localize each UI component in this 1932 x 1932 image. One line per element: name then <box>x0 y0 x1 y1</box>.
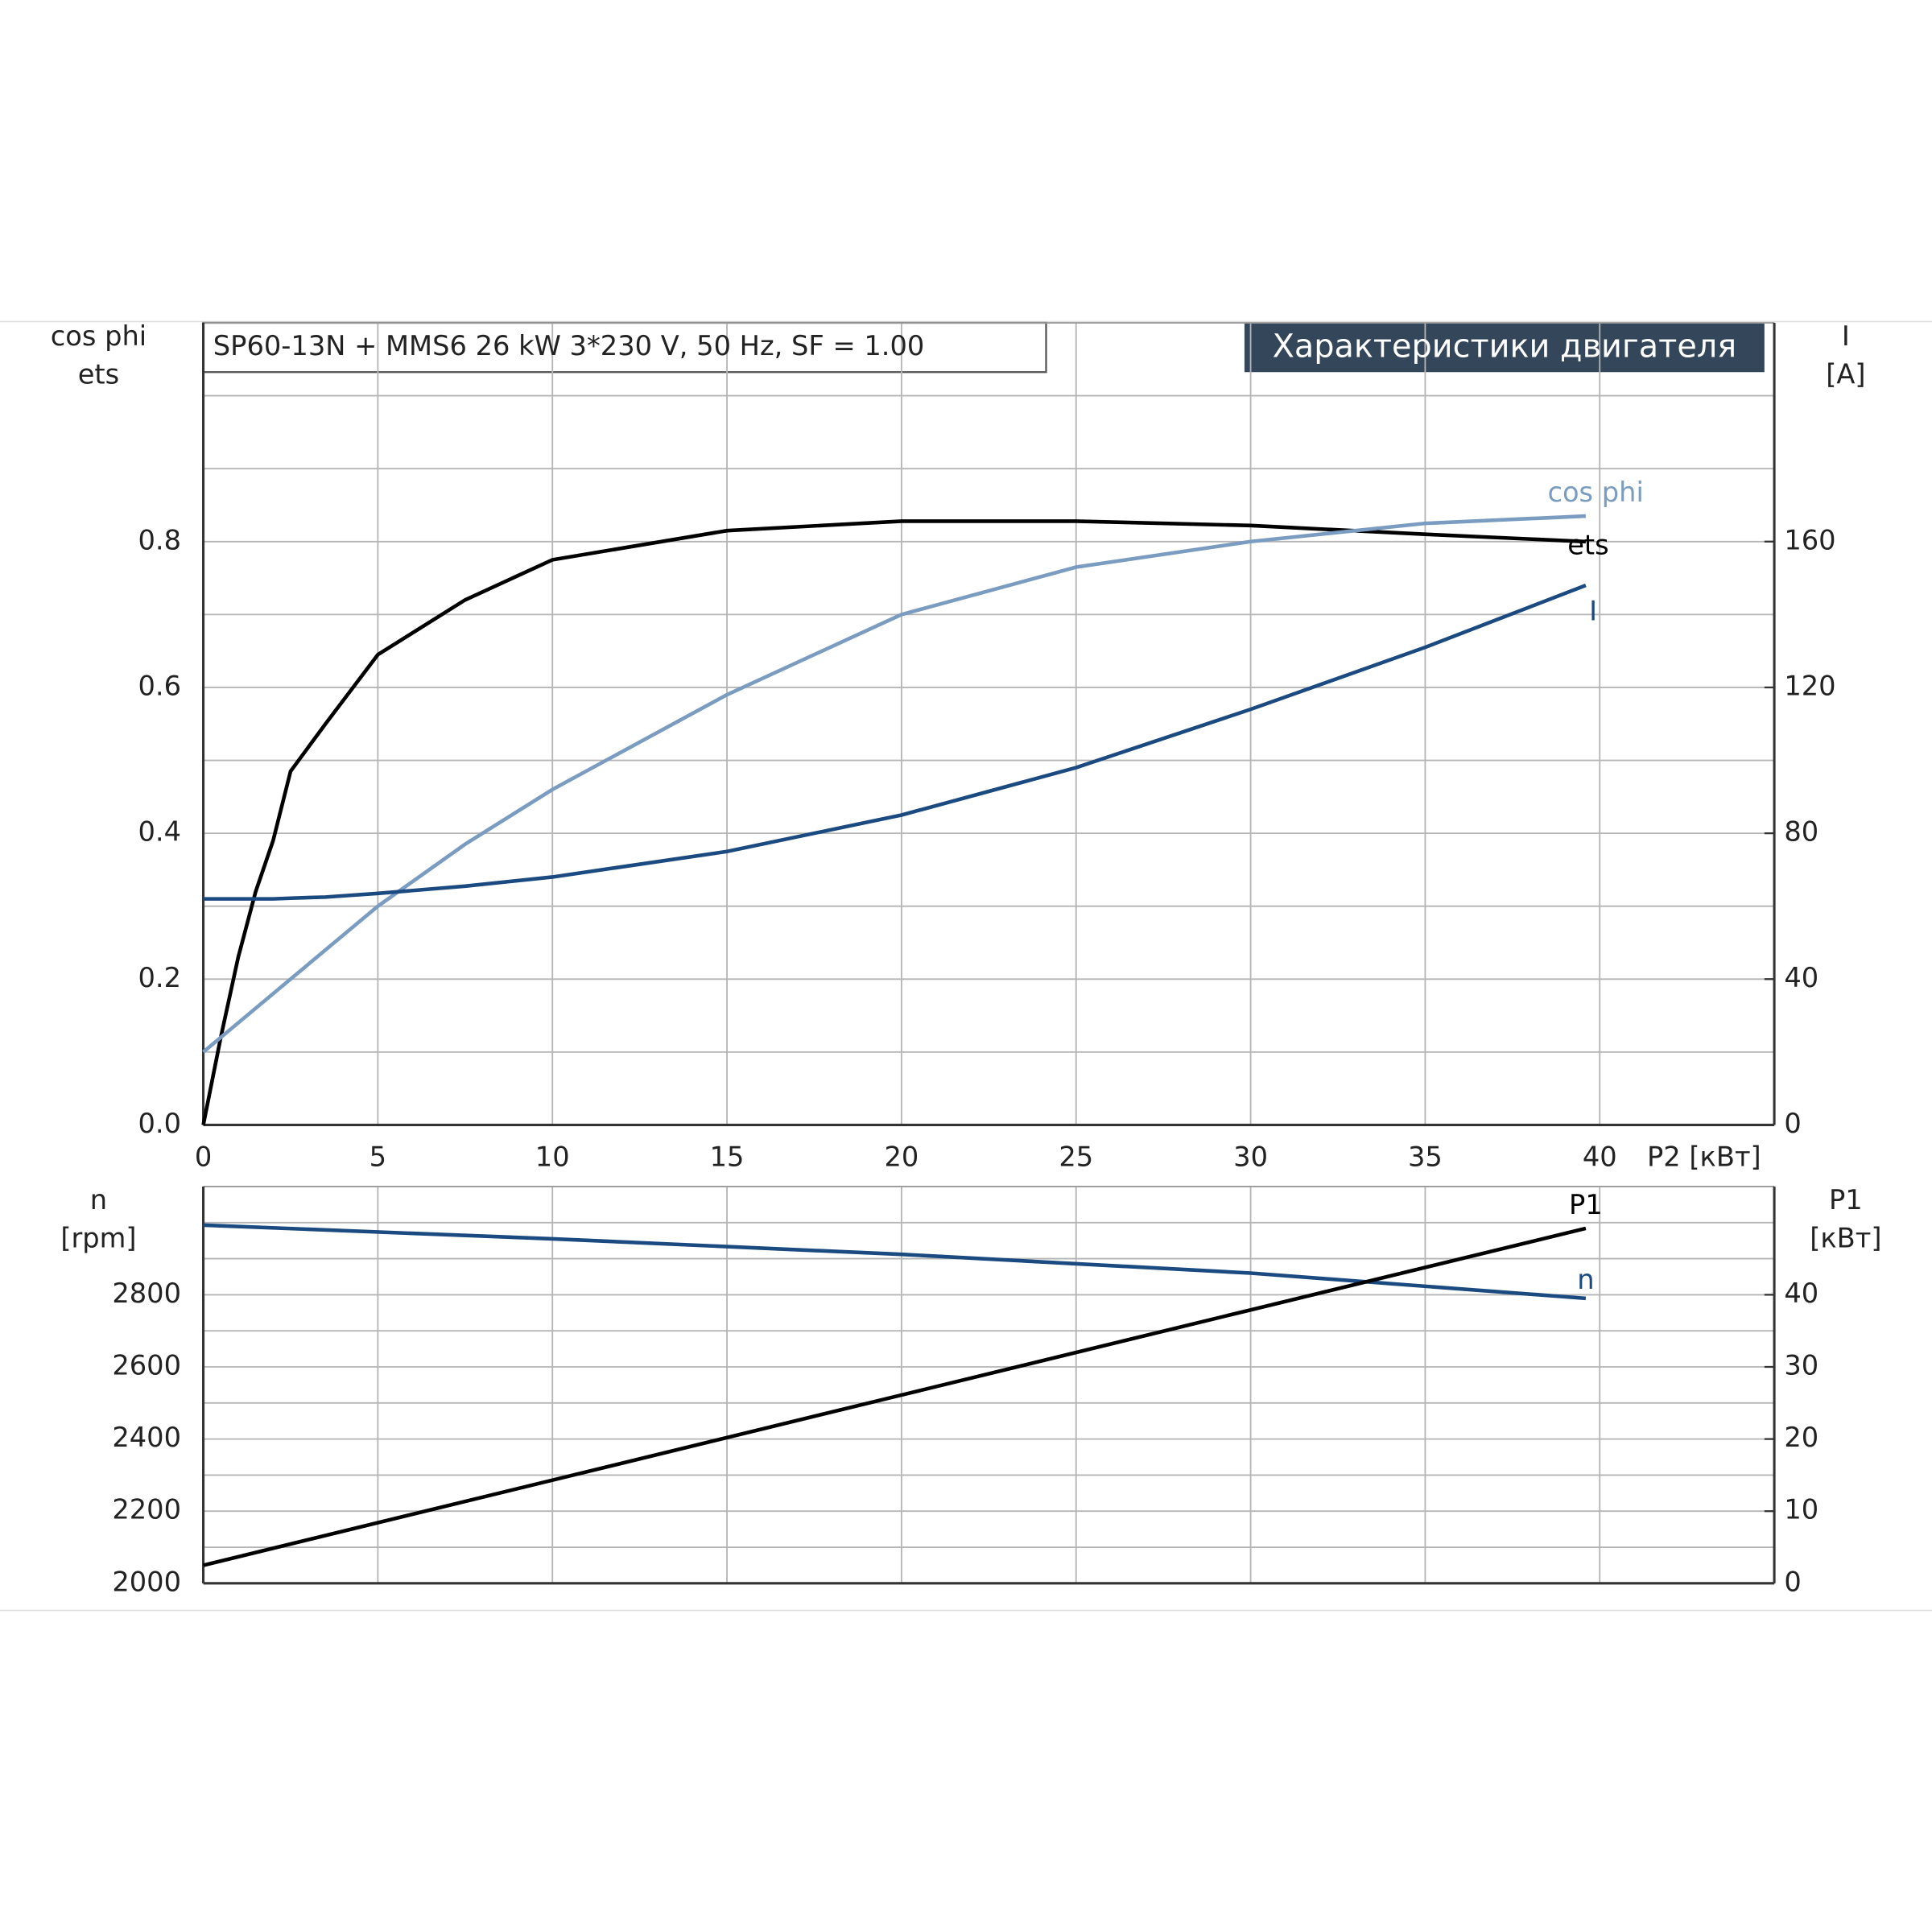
x-axis-label: P2 [кВт] <box>1647 1141 1761 1172</box>
x-tick-label: 20 <box>884 1141 919 1172</box>
x-tick-label: 5 <box>369 1141 386 1172</box>
y-tick-label: 2000 <box>112 1566 181 1597</box>
y-tick-label: 2400 <box>112 1422 181 1453</box>
x-tick-label: 10 <box>535 1141 570 1172</box>
series-label: P1 <box>1569 1189 1603 1220</box>
y2-axis-label: [A] <box>1826 358 1865 390</box>
x-tick-label: 0 <box>195 1141 212 1172</box>
line-series <box>201 519 1587 1125</box>
y2-tick-label: 10 <box>1784 1494 1818 1525</box>
title-box <box>1244 323 1765 373</box>
y-tick-label: 0.6 <box>138 670 181 701</box>
x-tick-label: 15 <box>710 1141 745 1172</box>
y-tick-label: 2600 <box>112 1350 181 1381</box>
series-label: n <box>1577 1264 1594 1295</box>
y2-tick-label: 80 <box>1784 816 1818 848</box>
y2-tick-label: 0 <box>1784 1108 1801 1139</box>
y-tick-label: 0.0 <box>138 1108 181 1139</box>
y-tick-label: 0.2 <box>138 962 181 993</box>
y-tick-label: 2800 <box>112 1278 181 1309</box>
y-axis-label: [rpm] <box>60 1222 136 1253</box>
y2-tick-label: 20 <box>1784 1422 1818 1453</box>
y2-tick-label: 160 <box>1784 524 1835 555</box>
series-label: ets <box>1567 529 1608 560</box>
y2-tick-label: 120 <box>1784 670 1835 701</box>
y-axis-label: cos phi <box>51 320 147 352</box>
x-tick-label: 30 <box>1233 1141 1268 1172</box>
line-series <box>203 583 1587 901</box>
x-tick-label: 40 <box>1583 1141 1617 1172</box>
y-axis-label: n <box>90 1184 107 1216</box>
line-series <box>203 1226 1587 1567</box>
y-tick-label: 0.4 <box>138 816 181 848</box>
y2-tick-label: 40 <box>1784 1278 1818 1309</box>
series-label: cos phi <box>1547 477 1643 508</box>
line-series <box>202 514 1587 1054</box>
y-tick-label: 2200 <box>112 1494 181 1525</box>
x-tick-label: 25 <box>1059 1141 1093 1172</box>
y-tick-label: 0.8 <box>138 524 181 555</box>
header: SP60-13N + MMS6 26 kW 3*230 V, 50 Hz, SF… <box>213 330 925 361</box>
title: Характеристики двигателя <box>1273 328 1737 365</box>
x-tick-label: 35 <box>1408 1141 1443 1172</box>
y2-tick-label: 0 <box>1784 1566 1801 1597</box>
y2-axis-label: [кВт] <box>1810 1222 1881 1253</box>
series-label: I <box>1589 595 1597 626</box>
y-axis-label: ets <box>78 358 119 390</box>
y2-axis-label: I <box>1842 320 1850 352</box>
line-series <box>203 1223 1587 1301</box>
y2-tick-label: 40 <box>1784 962 1818 993</box>
y2-axis-label: P1 <box>1829 1184 1863 1216</box>
y2-tick-label: 30 <box>1784 1350 1818 1381</box>
